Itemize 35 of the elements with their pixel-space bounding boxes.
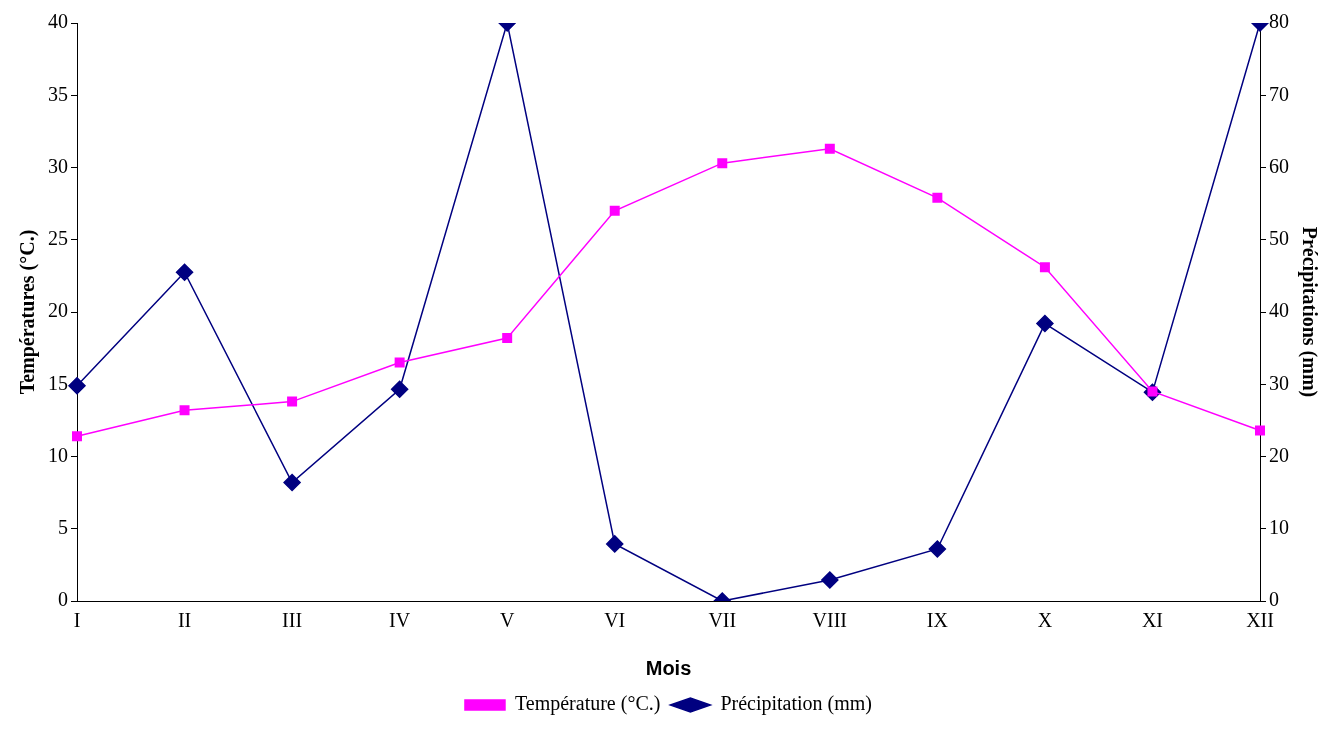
y2-tick-label: 80 [1269,10,1289,33]
y2-tick-label: 50 [1269,227,1289,249]
x-axis-title: Mois [645,656,692,679]
x-tick-label: V [499,609,515,632]
y2-tick-label: 10 [1269,516,1289,538]
x-tick-label: VIII [812,609,848,632]
x-tick-label: XII [1246,609,1274,632]
y2-tick-label: 40 [1269,299,1289,322]
y-tick-label: 0 [58,588,68,611]
y2-tick-label: 60 [1269,154,1289,177]
x-tick-label: X [1037,609,1053,632]
x-tick-label: VII [708,609,737,632]
x-tick-label: XI [1141,609,1164,632]
y-tick-label: 20 [48,299,68,322]
x-tick-label: IV [389,609,411,632]
y2-tick-label: 20 [1269,443,1289,466]
y-tick-label: 10 [48,443,68,466]
legend-label: Température (°C.) [514,692,661,716]
legend-label: Précipitation (mm) [720,692,873,716]
y-tick-label: 35 [48,82,68,105]
y-tick-label: 15 [48,371,68,394]
y2-tick-label: 0 [1269,588,1279,611]
x-tick-label: IX [926,609,949,632]
x-tick-label: II [177,609,192,632]
y2-axis-title: Précipitations (mm) [1297,226,1321,398]
y2-tick-label: 30 [1269,371,1289,394]
y2-tick-label: 70 [1269,82,1289,105]
y-tick-label: 5 [58,516,68,538]
x-tick-label: I [73,609,81,632]
y-tick-label: 30 [48,154,68,177]
y-tick-label: 25 [48,227,68,249]
y-axis-title: Températures (°C.) [16,229,40,395]
x-tick-label: III [282,609,303,632]
x-tick-label: VI [604,609,626,632]
y-tick-label: 40 [48,10,68,33]
